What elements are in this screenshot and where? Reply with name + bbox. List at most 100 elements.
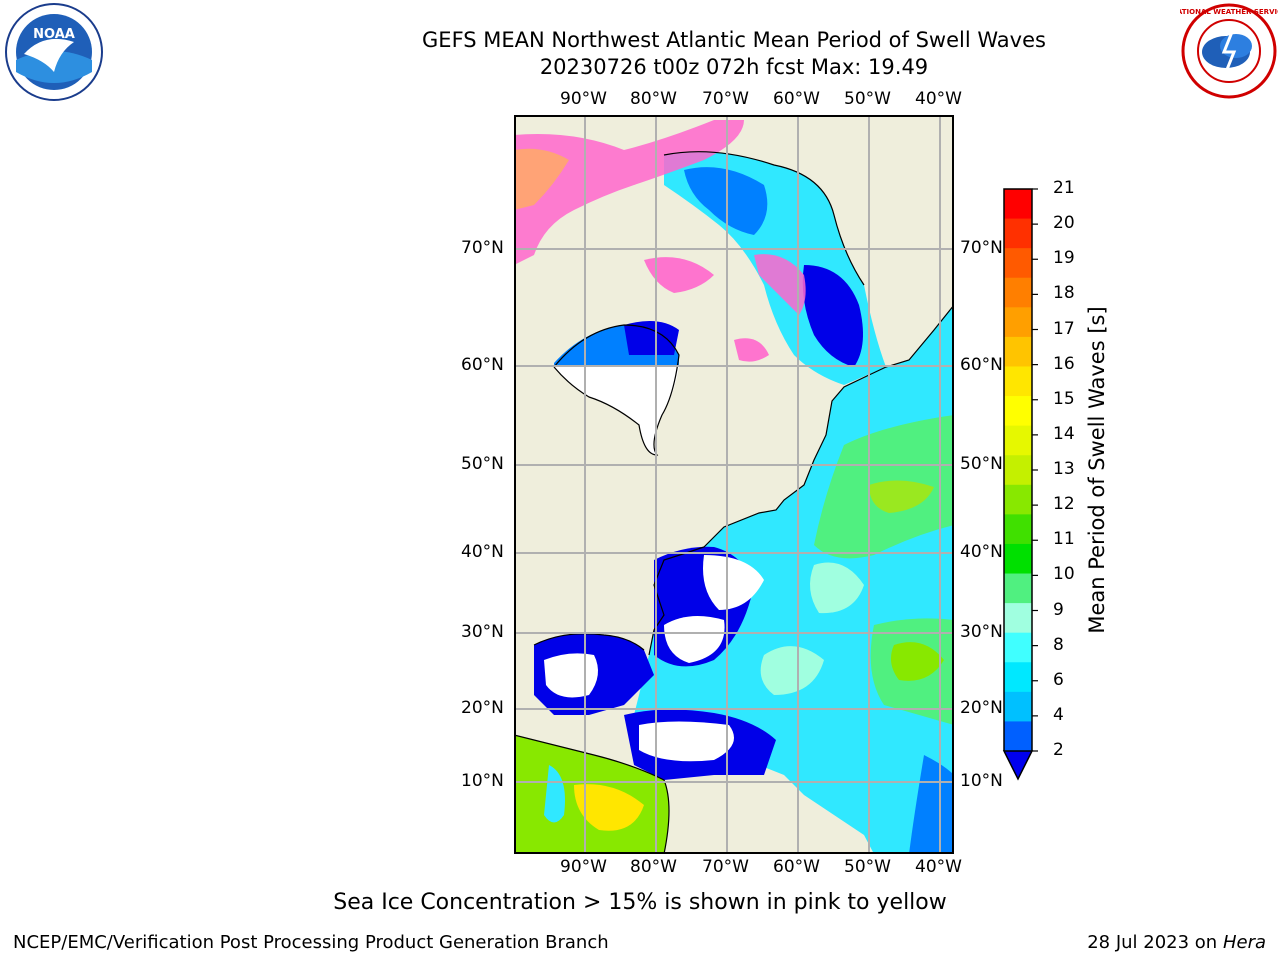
colorbar-swatch <box>1004 455 1032 486</box>
lat-label-left: 20°N <box>461 698 504 718</box>
colorbar-tick-label: 21 <box>1053 178 1075 198</box>
ne-atlantic-blue <box>909 755 954 854</box>
colorbar-swatch <box>1004 307 1032 338</box>
colorbar-tick-label: 6 <box>1053 669 1064 690</box>
coastline <box>648 304 954 656</box>
colorbar-tick-label: 17 <box>1053 318 1075 339</box>
map-frame <box>514 115 954 854</box>
swell-band-lightcyan <box>810 562 864 614</box>
swell-band-yellowgreen <box>890 642 944 681</box>
colorbar-swatch <box>1004 218 1032 249</box>
atlantic-white-patch <box>703 555 764 610</box>
colorbar-swatch <box>1004 396 1032 427</box>
nws-logo-text: NATIONAL WEATHER SERVICE <box>1180 8 1278 16</box>
colorbar-swatch <box>1004 484 1032 515</box>
swell-band-yellowgreen <box>869 480 934 513</box>
noaa-logo-text: NOAA <box>33 27 75 42</box>
colorbar-tick-label: 20 <box>1053 213 1075 234</box>
lon-label-top: 90°W <box>560 89 607 109</box>
sea-ice-arctic <box>514 148 569 210</box>
lat-label-right: 10°N <box>960 771 1003 791</box>
sea-ice-arctic <box>514 120 744 265</box>
colorbar-tick-label: 15 <box>1053 388 1075 409</box>
lat-label-left: 70°N <box>461 238 504 258</box>
colorbar-label: Mean Period of Swell Waves [s] <box>1085 306 1109 634</box>
south-america-yellow <box>574 784 644 831</box>
lat-label-left: 50°N <box>461 454 504 474</box>
colorbar-tick-label: 16 <box>1053 353 1075 374</box>
sea-ice-hudson-strait <box>644 257 714 293</box>
lat-label-left: 40°N <box>461 542 504 562</box>
south-america-cyan <box>544 765 565 823</box>
sea-ice-note: Sea Ice Concentration > 15% is shown in … <box>333 890 947 915</box>
sea-ice-hudson-strait <box>734 338 769 362</box>
lat-label-right: 70°N <box>960 238 1003 258</box>
chart-title-line1: GEFS MEAN Northwest Atlantic Mean Period… <box>422 28 1046 52</box>
colorbar-swatch <box>1004 514 1032 545</box>
lon-label-bottom: 70°W <box>702 857 749 877</box>
colorbar-tick-label: 11 <box>1053 529 1075 550</box>
colorbar-tick-label: 8 <box>1053 634 1064 655</box>
colorbar-tick-label: 2 <box>1053 740 1064 760</box>
colorbar-swatch <box>1004 366 1032 397</box>
lon-label-bottom: 80°W <box>630 857 677 877</box>
colorbar <box>1002 188 1038 781</box>
lon-label-top: 40°W <box>915 89 962 109</box>
footer-machine: Hera <box>1222 932 1266 953</box>
footer-credit: NCEP/EMC/Verification Post Processing Pr… <box>13 932 609 953</box>
lat-label-right: 30°N <box>960 622 1003 642</box>
colorbar-tick-label: 10 <box>1053 564 1075 585</box>
lon-label-top: 60°W <box>773 89 820 109</box>
colorbar-swatch <box>1004 425 1032 456</box>
swell-band-lightcyan <box>760 646 824 695</box>
colorbar-swatch <box>1004 248 1032 279</box>
atlantic-white-patch <box>664 616 725 663</box>
colorbar-swatch <box>1004 721 1032 752</box>
lon-label-bottom: 60°W <box>773 857 820 877</box>
colorbar-tick-label: 18 <box>1053 283 1075 304</box>
colorbar-swatch <box>1004 189 1032 220</box>
lat-label-right: 20°N <box>960 698 1003 718</box>
lat-label-right: 60°N <box>960 355 1003 375</box>
colorbar-swatch <box>1004 632 1032 663</box>
coastline <box>533 633 645 651</box>
caribbean-white-patch <box>639 721 734 762</box>
swell-period-map <box>514 115 954 854</box>
lat-label-left: 60°N <box>461 355 504 375</box>
coastline <box>514 734 670 854</box>
graticule <box>514 115 954 854</box>
colorbar-swatch <box>1004 662 1032 693</box>
colorbar-tick-label: 19 <box>1053 248 1075 269</box>
hudson-bay-blue <box>624 321 679 355</box>
baffin-bay-blue <box>684 167 768 235</box>
lon-label-top: 70°W <box>702 89 749 109</box>
nws-logo: NATIONAL WEATHER SERVICE <box>1180 3 1278 99</box>
colorbar-tick-label: 12 <box>1053 494 1075 515</box>
lat-label-right: 50°N <box>960 454 1003 474</box>
lat-label-left: 30°N <box>461 622 504 642</box>
footer-date: 28 Jul 2023 on Hera <box>1087 932 1266 953</box>
lon-label-top: 80°W <box>630 89 677 109</box>
footer-date-text: 28 Jul 2023 on <box>1087 932 1223 953</box>
colorbar-swatch <box>1004 603 1032 634</box>
colorbar-tick-label: 9 <box>1053 599 1064 620</box>
lat-label-left: 10°N <box>461 771 504 791</box>
noaa-logo: NOAA <box>5 3 103 101</box>
lat-label-right: 40°N <box>960 542 1003 562</box>
labrador-sea-blue <box>802 265 863 367</box>
chart-title-line2: 20230726 t00z 072h fcst Max: 19.49 <box>539 55 929 79</box>
colorbar-swatch <box>1004 277 1032 308</box>
colorbar-swatch <box>1004 573 1032 604</box>
lon-label-top: 50°W <box>844 89 891 109</box>
colorbar-tick-label: 13 <box>1053 459 1075 479</box>
sea-ice-baffin <box>754 254 806 315</box>
colorbar-tick-label: 4 <box>1053 704 1064 725</box>
colorbar-swatch <box>1004 543 1032 575</box>
lon-label-bottom: 50°W <box>844 857 891 877</box>
colorbar-swatch <box>1004 336 1032 367</box>
colorbar-tick-label: 14 <box>1053 423 1075 444</box>
colorbar-swatch <box>1004 691 1032 722</box>
lon-label-bottom: 40°W <box>915 857 962 877</box>
colorbar-extend-arrow <box>1002 750 1034 781</box>
lon-label-bottom: 90°W <box>560 857 607 877</box>
